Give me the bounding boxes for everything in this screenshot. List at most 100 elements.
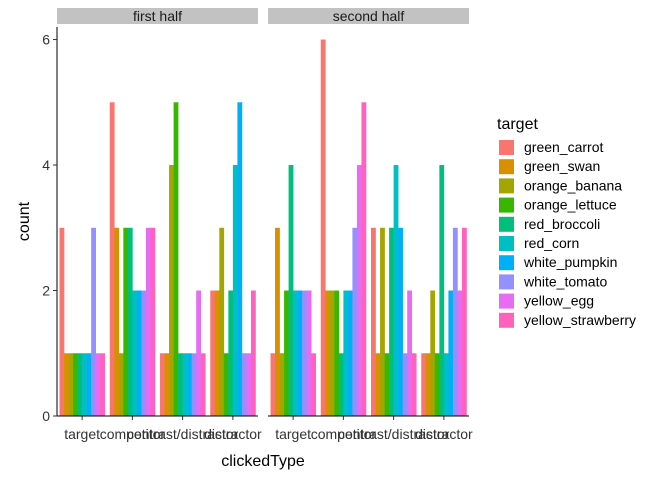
bar bbox=[219, 227, 225, 416]
bar bbox=[297, 290, 303, 416]
x-tick-label: competitor bbox=[100, 426, 166, 442]
legend-label: orange_lettuce bbox=[524, 197, 617, 213]
bar bbox=[439, 165, 445, 416]
x-tick-label: contrast/distractor bbox=[338, 426, 450, 442]
bar bbox=[306, 290, 312, 416]
bar bbox=[86, 353, 92, 416]
bar bbox=[196, 290, 202, 416]
bar bbox=[250, 290, 256, 416]
bar bbox=[191, 353, 197, 416]
bar bbox=[343, 290, 349, 416]
facet-strip-label: first half bbox=[133, 8, 182, 24]
x-tick-label: distractor bbox=[415, 426, 473, 442]
legend: target green_carrot green_swan orange_bana… bbox=[497, 116, 636, 328]
x-tick-label: distractor bbox=[204, 426, 262, 442]
bar bbox=[145, 227, 151, 416]
bar bbox=[127, 227, 133, 416]
bar bbox=[64, 353, 69, 416]
x-tick-label: contrast/distractor bbox=[127, 426, 239, 442]
bar bbox=[279, 353, 285, 416]
bar bbox=[311, 353, 317, 416]
legend-swatch bbox=[499, 140, 514, 155]
bar bbox=[109, 102, 115, 417]
bar bbox=[434, 353, 440, 416]
bar bbox=[132, 290, 138, 416]
legend-label: red_corn bbox=[524, 235, 579, 251]
bar bbox=[68, 353, 74, 416]
x-tick-label: target bbox=[275, 426, 311, 442]
bar bbox=[284, 290, 289, 416]
y-tick-label: 6 bbox=[42, 32, 50, 48]
bar bbox=[141, 290, 147, 416]
bar bbox=[425, 353, 431, 416]
legend-label: green_swan bbox=[524, 158, 600, 174]
facet-panel: first half target competitorcontrast/distr… bbox=[57, 8, 262, 442]
bar bbox=[302, 290, 307, 416]
bar bbox=[114, 227, 120, 416]
bar bbox=[288, 165, 294, 416]
bar bbox=[82, 353, 87, 416]
bar bbox=[237, 102, 243, 417]
x-tick-label: competitor bbox=[311, 426, 377, 442]
bar bbox=[95, 353, 101, 416]
bar bbox=[325, 290, 331, 416]
bar bbox=[210, 290, 216, 416]
bar bbox=[123, 227, 129, 416]
bar bbox=[334, 290, 340, 416]
legend-swatch bbox=[499, 236, 514, 251]
bar bbox=[338, 353, 344, 416]
legend-swatch bbox=[499, 159, 514, 175]
bar bbox=[329, 290, 335, 416]
bar bbox=[223, 353, 229, 416]
legend-swatch bbox=[499, 178, 514, 194]
legend-swatch bbox=[499, 293, 514, 309]
bar bbox=[178, 353, 183, 416]
bar bbox=[241, 353, 247, 416]
bar bbox=[228, 290, 234, 416]
bar bbox=[100, 353, 106, 416]
bar bbox=[200, 353, 206, 416]
bar bbox=[389, 227, 394, 416]
bar bbox=[411, 353, 417, 416]
bar bbox=[457, 290, 463, 416]
bar bbox=[118, 353, 124, 416]
legend-label: white_tomato bbox=[523, 273, 607, 289]
bar bbox=[375, 353, 381, 416]
bar bbox=[59, 227, 65, 416]
bar bbox=[275, 227, 280, 416]
bar bbox=[150, 227, 156, 416]
bar bbox=[320, 39, 326, 416]
bar bbox=[232, 165, 238, 416]
bar bbox=[169, 165, 174, 416]
legend-label: white_pumpkin bbox=[523, 254, 617, 270]
bar bbox=[402, 353, 408, 416]
legend-label: orange_banana bbox=[524, 177, 622, 193]
facet-strip bbox=[268, 8, 469, 24]
bar bbox=[443, 353, 449, 416]
legend-label: green_carrot bbox=[524, 139, 603, 155]
bar bbox=[270, 353, 276, 416]
bar bbox=[293, 290, 298, 416]
y-axis-title: count bbox=[16, 201, 33, 241]
bar bbox=[246, 353, 252, 416]
legend-label: red_broccoli bbox=[524, 216, 600, 232]
bar bbox=[407, 290, 413, 416]
facet-panel: second half target competitorcontrast/dist… bbox=[268, 8, 473, 442]
y-tick-label: 2 bbox=[42, 283, 50, 299]
legend-title: target bbox=[497, 116, 538, 133]
bar bbox=[448, 290, 454, 416]
bar bbox=[361, 102, 367, 417]
facet-strip bbox=[57, 8, 258, 24]
bar bbox=[136, 290, 142, 416]
legend-swatch bbox=[499, 216, 514, 232]
bar bbox=[380, 227, 385, 416]
y-tick-label: 0 bbox=[42, 408, 50, 424]
bar bbox=[77, 353, 83, 416]
bar bbox=[430, 290, 436, 416]
bar bbox=[73, 353, 78, 416]
bar bbox=[384, 353, 390, 416]
bar bbox=[371, 227, 376, 416]
x-axis-title: clickedType bbox=[221, 453, 305, 470]
bar bbox=[160, 353, 165, 416]
